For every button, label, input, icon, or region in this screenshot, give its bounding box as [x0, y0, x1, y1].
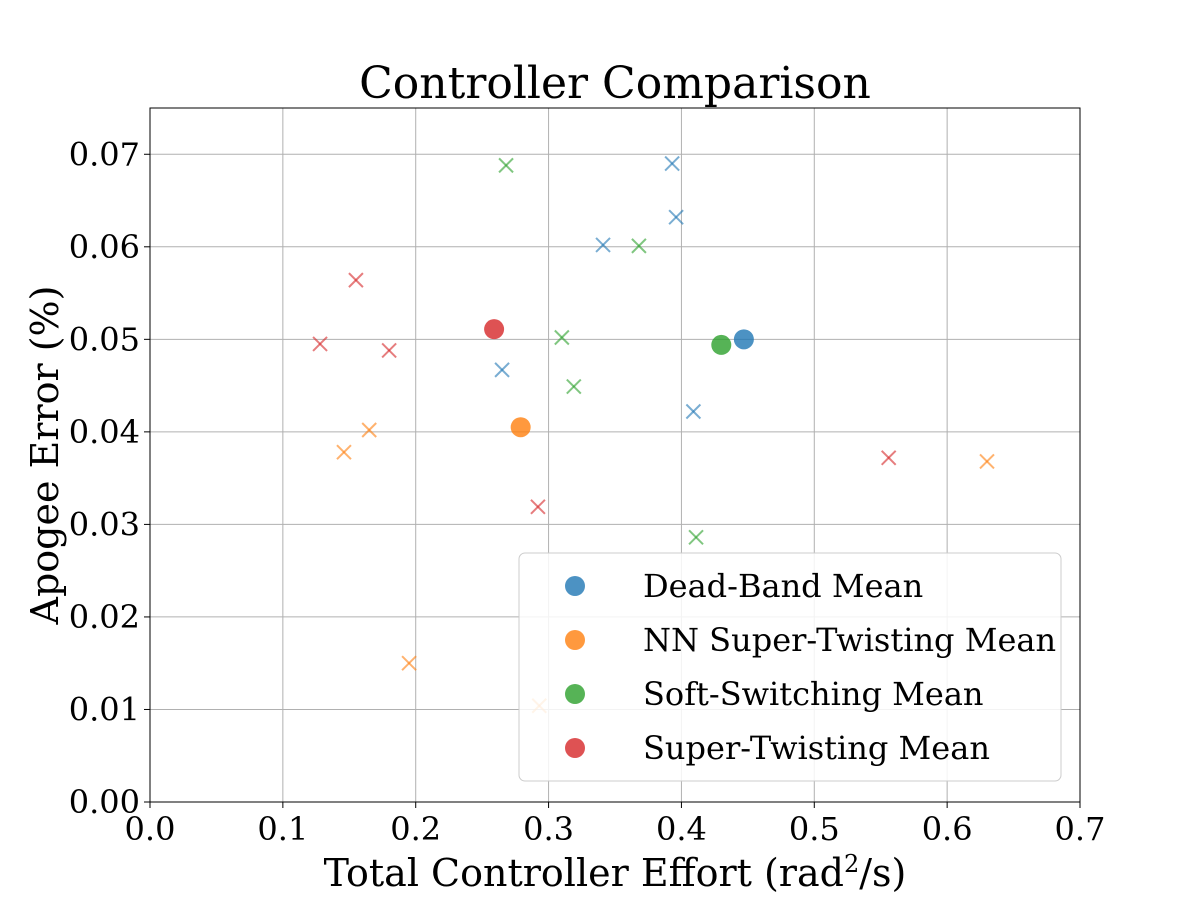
y-tick-label: 0.03: [69, 505, 140, 543]
run-marker: [685, 403, 702, 420]
run-marker: [381, 342, 397, 359]
run-marker: [348, 272, 364, 288]
run-marker: [312, 336, 328, 352]
y-tick-label: 0.04: [69, 413, 140, 451]
x-axis-title: Total Controller Effort (rad2/s): [324, 850, 907, 895]
y-tick-label: 0.06: [69, 228, 140, 266]
x-tick-label: 0.4: [656, 810, 707, 848]
y-tick-label: 0.07: [69, 135, 140, 173]
legend-marker: [565, 630, 585, 650]
run-marker: [688, 529, 704, 546]
x-tick-label: 0.2: [390, 810, 441, 848]
legend: Dead-Band Mean NN Super-Twisting Mean Soft…: [518, 552, 1062, 782]
legend-marker: [565, 738, 585, 758]
legend-marker: [565, 576, 585, 596]
mean-marker: [733, 329, 754, 350]
run-marker: [880, 450, 897, 466]
x-axis-title-tail: /s): [859, 851, 906, 895]
run-marker: [494, 362, 510, 378]
legend-marker: [565, 684, 585, 704]
x-axis-title-superscript: 2: [844, 850, 859, 878]
run-marker: [554, 329, 570, 346]
mean-markers: [484, 319, 754, 438]
run-marker: [668, 209, 684, 225]
run-marker: [566, 378, 582, 395]
y-tick-label: 0.02: [69, 598, 140, 636]
run-markers: [312, 155, 995, 714]
legend-label: NN Super-Twisting Mean: [643, 621, 1056, 659]
run-marker: [979, 453, 995, 470]
legend-label: Soft-Switching Mean: [643, 675, 984, 713]
y-axis-title: Apogee Error (%): [23, 286, 67, 626]
x-tick-label: 0.0: [125, 810, 176, 848]
run-marker: [401, 655, 417, 671]
x-axis-title-main: Total Controller Effort (rad: [324, 851, 844, 895]
y-tick-label: 0.01: [69, 690, 140, 728]
run-marker: [498, 157, 514, 174]
plot-frame: [149, 107, 1081, 803]
run-marker: [336, 444, 352, 460]
mean-marker: [484, 319, 505, 340]
run-marker: [664, 155, 680, 172]
x-tick-label: 0.6: [922, 810, 973, 848]
run-marker: [595, 237, 611, 253]
mean-marker: [510, 417, 531, 438]
run-marker: [631, 238, 647, 254]
x-tick-label: 0.5: [789, 810, 840, 848]
y-tick-label: 0.00: [69, 783, 140, 821]
axis-ticks: 0.0 0.1 0.2 0.3 0.4 0.5 0.6 0.7 0.00 0.01 0.02 0.03…: [69, 135, 1106, 848]
legend-box: [518, 552, 1062, 782]
x-tick-label: 0.3: [523, 810, 574, 848]
grid: [149, 108, 1081, 803]
legend-label: Super-Twisting Mean: [643, 729, 990, 767]
run-marker: [361, 422, 377, 438]
legend-label: Dead-Band Mean: [643, 567, 923, 605]
y-tick-label: 0.05: [69, 320, 140, 358]
chart-title: Controller Comparison: [359, 58, 871, 109]
x-tick-label: 0.1: [257, 810, 308, 848]
run-marker: [530, 499, 546, 515]
x-tick-label: 0.7: [1055, 810, 1106, 848]
mean-marker: [711, 334, 732, 355]
